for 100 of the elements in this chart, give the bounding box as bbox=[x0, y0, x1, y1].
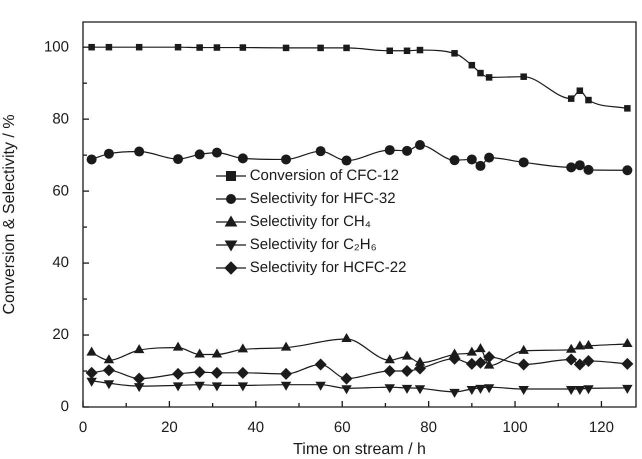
point bbox=[341, 385, 352, 394]
y-tick-label: 80 bbox=[52, 110, 69, 128]
point bbox=[194, 149, 205, 160]
point bbox=[402, 384, 412, 394]
point bbox=[104, 148, 114, 159]
point bbox=[238, 382, 248, 392]
point bbox=[574, 386, 586, 396]
point bbox=[196, 44, 203, 51]
point bbox=[451, 50, 458, 57]
point bbox=[86, 366, 98, 379]
point bbox=[414, 385, 426, 394]
point bbox=[583, 164, 594, 175]
point bbox=[314, 358, 327, 371]
point bbox=[486, 74, 492, 81]
legend-label: Selectivity for HCFC-22 bbox=[250, 258, 406, 278]
point bbox=[585, 96, 592, 104]
point bbox=[474, 356, 486, 369]
point bbox=[402, 146, 412, 156]
point bbox=[280, 368, 292, 380]
point bbox=[86, 378, 97, 387]
x-tick-label: 100 bbox=[502, 419, 528, 436]
y-tick-label: 40 bbox=[52, 254, 69, 272]
y-tick-label: 60 bbox=[52, 182, 69, 200]
point bbox=[340, 372, 353, 385]
point bbox=[386, 48, 393, 54]
point bbox=[583, 385, 594, 394]
point bbox=[134, 146, 144, 157]
point bbox=[416, 46, 424, 54]
point bbox=[582, 354, 594, 367]
point bbox=[280, 382, 292, 391]
point bbox=[565, 354, 578, 366]
point bbox=[484, 384, 494, 394]
point bbox=[136, 44, 142, 50]
point bbox=[475, 160, 486, 171]
point bbox=[210, 366, 223, 379]
x-axis-title: Time on stream / h bbox=[293, 440, 426, 458]
x-tick-label: 80 bbox=[420, 419, 437, 436]
point bbox=[194, 382, 205, 391]
point bbox=[384, 384, 395, 394]
point bbox=[384, 365, 396, 378]
point bbox=[468, 62, 476, 68]
legend-label: Selectivity for C₂H₆ bbox=[250, 235, 377, 256]
point bbox=[173, 154, 184, 164]
y-tick-label: 100 bbox=[44, 38, 69, 56]
point bbox=[449, 388, 460, 398]
point bbox=[106, 44, 112, 50]
y-tick-label: 0 bbox=[60, 398, 69, 416]
x-tick-label: 40 bbox=[247, 419, 264, 436]
point bbox=[194, 366, 206, 378]
point bbox=[520, 73, 527, 80]
point bbox=[133, 372, 146, 385]
point bbox=[477, 70, 484, 76]
point bbox=[342, 156, 352, 166]
x-tick-label: 20 bbox=[161, 419, 178, 436]
point bbox=[134, 383, 144, 392]
point bbox=[466, 386, 478, 396]
point bbox=[281, 154, 292, 164]
point bbox=[238, 153, 248, 164]
point bbox=[86, 154, 97, 164]
point bbox=[518, 358, 530, 371]
point bbox=[317, 44, 324, 52]
point bbox=[212, 382, 222, 392]
point bbox=[172, 368, 184, 380]
point bbox=[518, 386, 529, 396]
point bbox=[316, 146, 326, 156]
point bbox=[384, 145, 395, 156]
point bbox=[475, 384, 486, 394]
point bbox=[621, 358, 634, 370]
point bbox=[568, 95, 574, 102]
legend-label: Selectivity for HFC-32 bbox=[250, 189, 396, 210]
point bbox=[518, 157, 529, 168]
point bbox=[214, 44, 220, 51]
point bbox=[574, 358, 586, 371]
y-tick-label: 20 bbox=[52, 326, 69, 344]
point bbox=[401, 365, 414, 378]
point bbox=[174, 44, 182, 50]
point bbox=[576, 87, 584, 94]
point bbox=[450, 155, 460, 166]
y-axis-title: Conversion & Selectivity / % bbox=[1, 114, 18, 315]
point bbox=[414, 140, 425, 150]
point bbox=[622, 384, 633, 394]
legend-label: Conversion of CFC-12 bbox=[250, 166, 399, 186]
point bbox=[212, 148, 222, 158]
point bbox=[484, 152, 494, 163]
point bbox=[404, 48, 410, 54]
point bbox=[240, 44, 246, 51]
x-tick-label: 60 bbox=[334, 419, 351, 436]
point bbox=[282, 44, 290, 52]
point bbox=[343, 44, 350, 52]
x-tick-label: 120 bbox=[588, 419, 614, 436]
point bbox=[466, 154, 477, 164]
point bbox=[566, 386, 576, 396]
point bbox=[315, 382, 326, 391]
point bbox=[466, 358, 478, 370]
point bbox=[88, 44, 95, 50]
point bbox=[622, 165, 632, 176]
point bbox=[102, 364, 115, 376]
point bbox=[104, 380, 114, 390]
x-tick-label: 0 bbox=[78, 419, 88, 436]
point bbox=[172, 382, 184, 392]
